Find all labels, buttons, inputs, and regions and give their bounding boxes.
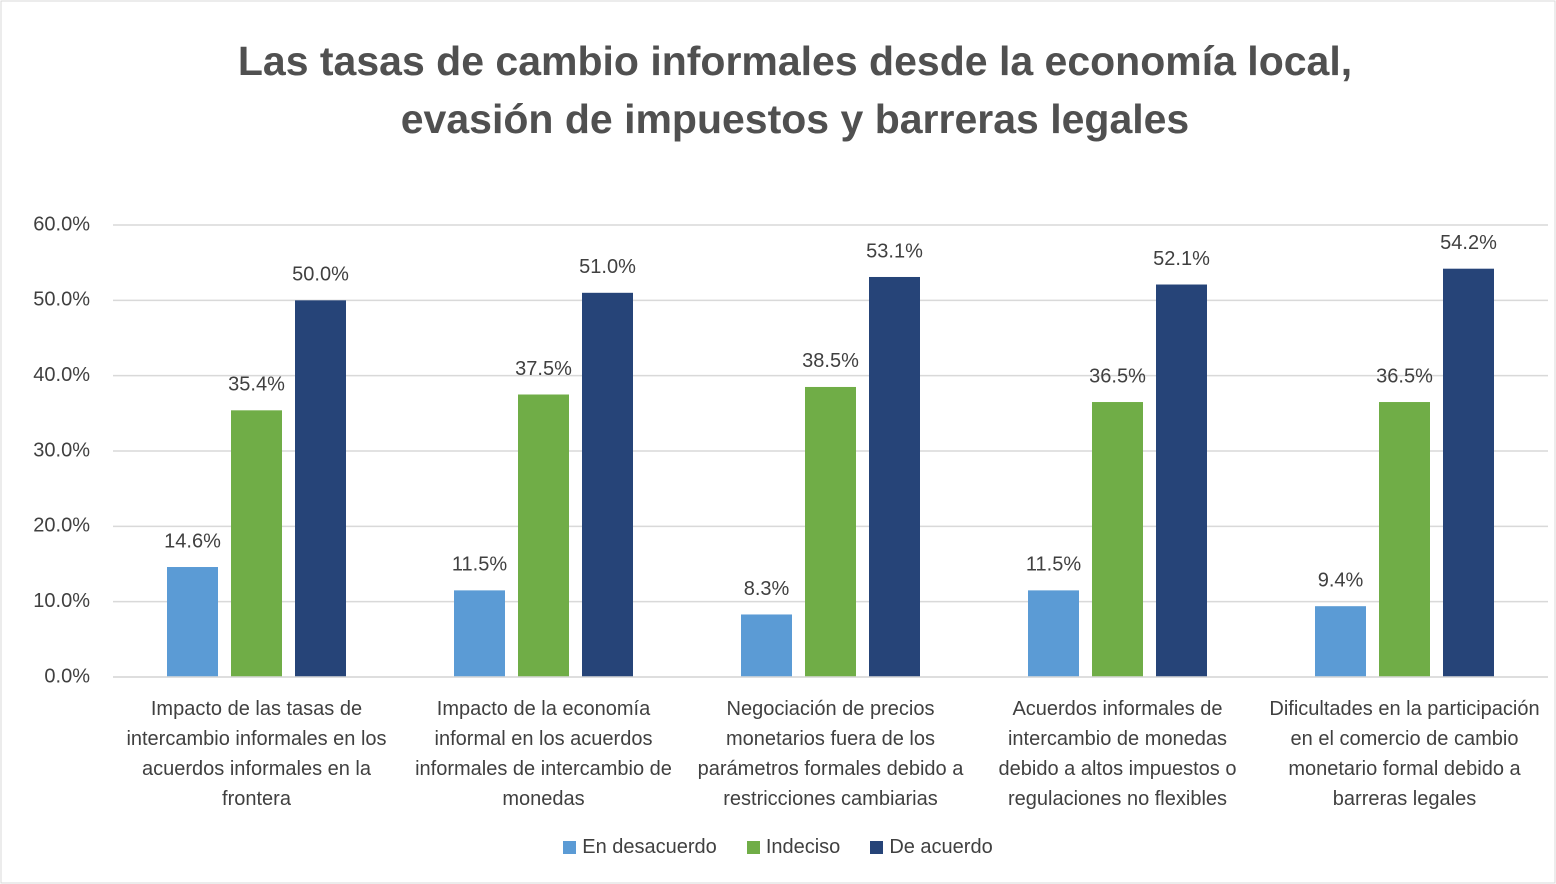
legend-item: De acuerdo [870, 836, 993, 859]
bar [741, 614, 792, 677]
data-label: 36.5% [1089, 365, 1146, 387]
data-label: 54.2% [1440, 232, 1497, 254]
data-label: 9.4% [1318, 569, 1364, 591]
chart-title: Las tasas de cambio informales desde la … [237, 38, 1353, 142]
x-tick-label: Negociación de precios monetarios fuera … [697, 698, 964, 810]
data-label: 36.5% [1376, 365, 1433, 387]
legend-item: Indeciso [746, 836, 841, 859]
data-label: 50.0% [292, 264, 349, 286]
bar [1379, 402, 1430, 677]
legend-swatch [746, 841, 760, 854]
data-label: 53.1% [866, 240, 923, 262]
bar [231, 410, 282, 677]
data-label: 38.5% [802, 350, 859, 372]
legend: En desacuerdo Indeciso De acuerdo [0, 836, 1556, 859]
bar [518, 394, 569, 677]
data-label: 8.3% [744, 578, 790, 600]
legend-label: Indeciso [765, 836, 841, 858]
legend-label: En desacuerdo [582, 836, 717, 858]
legend-item: En desacuerdo [563, 836, 717, 859]
data-label: 51.0% [579, 256, 636, 278]
data-label: 37.5% [515, 358, 572, 380]
y-tick-label: 40.0% [33, 364, 90, 386]
y-tick-label: 30.0% [33, 439, 90, 461]
legend-swatch [563, 841, 577, 854]
y-tick-label: 10.0% [33, 590, 90, 612]
y-tick-label: 60.0% [33, 213, 90, 235]
legend-swatch [870, 841, 884, 854]
data-label: 52.1% [1153, 248, 1210, 270]
bar [869, 276, 920, 677]
bar [454, 590, 505, 677]
data-label: 11.5% [1026, 554, 1081, 576]
bar [1443, 268, 1494, 677]
x-tick-label: Impacto de las tasas de intercambio info… [126, 698, 387, 810]
bar [582, 292, 633, 677]
x-tick-label: Impacto de la economía informal en los a… [415, 698, 672, 810]
y-tick-label: 20.0% [33, 515, 90, 537]
bar [295, 300, 346, 677]
x-tick-label: Acuerdos informales de intercambio de mo… [998, 698, 1237, 810]
data-label: 11.5% [452, 554, 507, 576]
bar [1092, 402, 1143, 677]
bar [805, 386, 856, 677]
x-tick-label: Dificultades en la participación en el c… [1269, 698, 1540, 810]
bar [1156, 284, 1207, 677]
y-tick-label: 0.0% [44, 665, 90, 687]
legend-label: De acuerdo [889, 836, 993, 858]
bar [1028, 590, 1079, 677]
data-label: 35.4% [228, 374, 285, 396]
bar [167, 567, 218, 677]
data-label: 14.6% [164, 530, 221, 552]
bar [1315, 606, 1366, 677]
y-tick-label: 50.0% [33, 289, 90, 311]
